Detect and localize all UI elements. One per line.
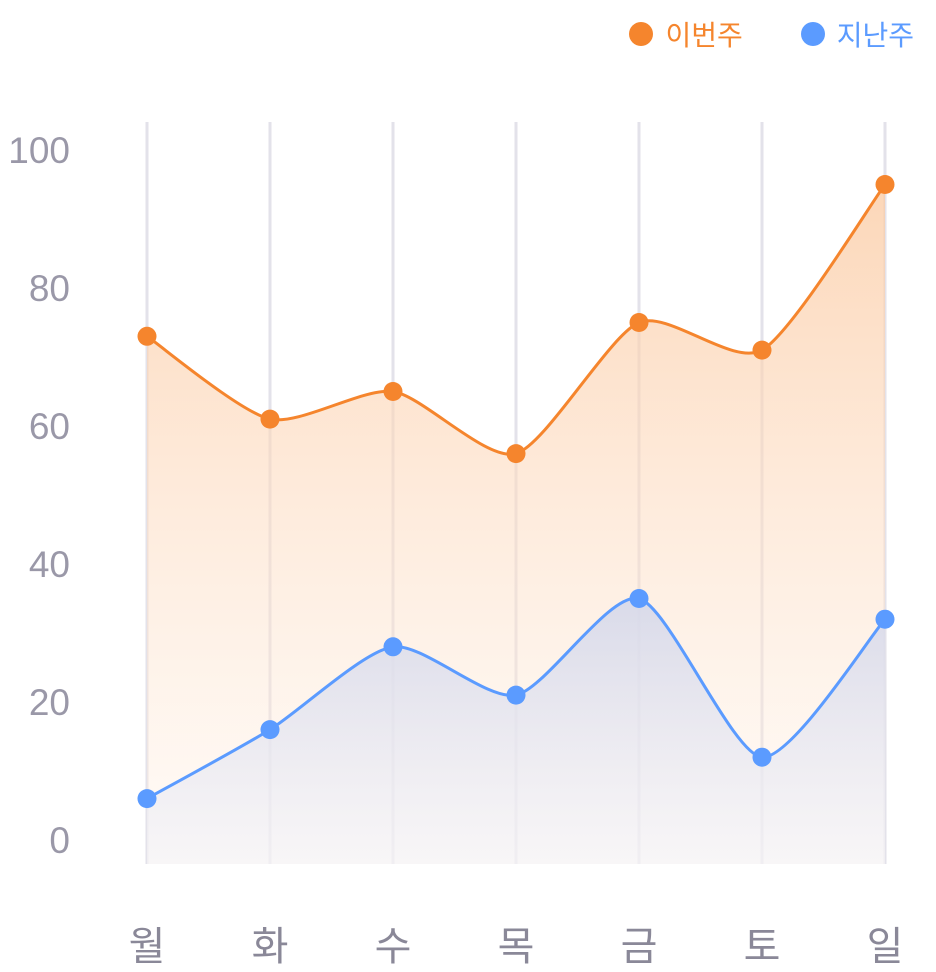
legend: 이번주 지난주 <box>629 14 914 54</box>
x-tick-label-2: 수 <box>375 924 412 970</box>
point-last-week-6 <box>875 609 895 629</box>
x-tick-label-6: 일 <box>867 924 904 970</box>
legend-label-this-week: 이번주 <box>665 19 743 52</box>
point-last-week-2 <box>383 637 403 657</box>
x-tick-label-1: 화 <box>252 924 289 970</box>
point-this-week-1 <box>260 409 280 429</box>
series-areas <box>147 184 885 864</box>
y-tick-label-40: 40 <box>29 544 70 585</box>
point-last-week-5 <box>752 747 772 767</box>
legend-item-last-week[interactable]: 지난주 <box>800 14 914 54</box>
legend-dot-this-week <box>629 22 654 46</box>
series-points <box>137 175 895 809</box>
y-tick-label-100: 100 <box>8 130 70 171</box>
point-this-week-4 <box>629 313 649 332</box>
y-axis: 0 20 40 60 80 100 <box>8 130 70 861</box>
point-this-week-5 <box>752 340 772 360</box>
point-this-week-3 <box>506 444 526 464</box>
point-this-week-0 <box>137 326 157 346</box>
y-tick-label-80: 80 <box>29 268 70 309</box>
y-tick-label-0: 0 <box>49 820 70 861</box>
x-tick-label-4: 금 <box>621 924 658 970</box>
x-tick-label-0: 월 <box>129 924 166 970</box>
y-tick-label-60: 60 <box>29 406 70 447</box>
point-last-week-0 <box>137 789 157 809</box>
legend-item-this-week[interactable]: 이번주 <box>629 14 743 54</box>
legend-dot-last-week <box>800 22 825 46</box>
point-this-week-6 <box>875 175 895 194</box>
y-tick-label-20: 20 <box>29 682 70 723</box>
legend-label-last-week: 지난주 <box>836 19 914 52</box>
x-tick-label-5: 토 <box>744 924 781 970</box>
point-this-week-2 <box>383 382 403 401</box>
area-last-week <box>147 598 885 864</box>
point-last-week-3 <box>506 685 526 705</box>
point-last-week-4 <box>629 589 649 608</box>
point-last-week-1 <box>260 720 280 740</box>
x-tick-label-3: 목 <box>498 924 535 970</box>
